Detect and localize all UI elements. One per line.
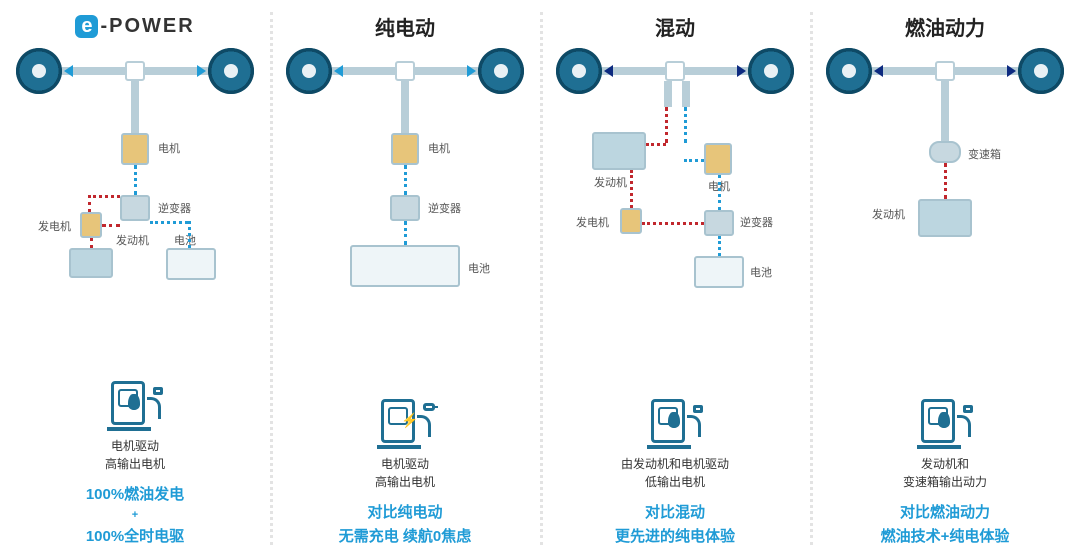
fuel-pump-icon: [647, 393, 703, 449]
lbl-batt: 电池: [174, 232, 196, 248]
motor-box: [121, 133, 149, 165]
diagram-epower: 电机 逆变器 发电机 发动机 电池: [16, 46, 254, 326]
lbl-gen: 发电机: [38, 218, 71, 234]
conn-b-i1: [188, 221, 191, 248]
col-ice: 燃油动力 变速箱 发动机 发动机和 变速箱输出动力 对比燃油动力 燃油技术+纯电…: [810, 0, 1080, 557]
diff-hub: [125, 61, 145, 81]
fuel-pump-icon: [107, 375, 163, 431]
epower-logo: e -POWER: [75, 15, 194, 38]
wheel-right: [208, 48, 254, 94]
conn-m-i: [134, 165, 137, 195]
col-bev: 纯电动 电机 逆变器 电池 ⚡ 电机驱动 高输出电机 对比纯电: [270, 0, 540, 557]
battery-box: [166, 248, 216, 280]
conn-g-i: [102, 224, 120, 227]
charger-icon: ⚡: [377, 393, 433, 449]
charge-bolt-icon: ⚡: [401, 412, 418, 429]
title-epower: e -POWER: [75, 12, 194, 40]
diagram-hev: 发动机 电机 发电机 逆变器 电池: [556, 46, 794, 326]
lbl-inv: 逆变器: [158, 200, 191, 216]
wheel-right: [1018, 48, 1064, 94]
motor-box: [704, 143, 732, 175]
slogan-hev: 对比混动 更先进的纯电体验: [615, 501, 735, 549]
conn-g-top: [88, 195, 120, 198]
wheel-left: [556, 48, 602, 94]
title-bev: 纯电动: [375, 12, 435, 40]
slogan-bev: 对比纯电动 无需充电 续航0焦虑: [339, 501, 472, 549]
inverter-box: [120, 195, 150, 221]
generator-box: [620, 208, 642, 234]
engine-box: [69, 248, 113, 278]
inverter-box: [390, 195, 420, 221]
desc-epower: 电机驱动 高输出电机: [105, 437, 165, 473]
battery-box: [350, 245, 460, 287]
generator-box: [80, 212, 102, 238]
slogan-ice: 对比燃油动力 燃油技术+纯电体验: [881, 501, 1010, 549]
engine-box: [592, 132, 646, 170]
conn-b-i2: [150, 221, 188, 224]
title-ice: 燃油动力: [905, 12, 985, 40]
lbl-eng: 发动机: [116, 232, 149, 248]
conn-e-g: [90, 238, 93, 248]
diagram-ice: 变速箱 发动机: [826, 46, 1064, 326]
powertrain-comparison: e -POWER 电机 逆变器 发电机 发动机: [0, 0, 1080, 557]
battery-box: [694, 256, 744, 288]
lbl-motor: 电机: [158, 140, 180, 156]
drive-shaft: [131, 81, 139, 133]
wheel-left: [286, 48, 332, 94]
wheel-right: [478, 48, 524, 94]
wheel-left: [826, 48, 872, 94]
fuel-drop-icon: [128, 394, 140, 410]
title-hev: 混动: [655, 12, 695, 40]
axle-arrow-right: [197, 65, 206, 77]
motor-box: [391, 133, 419, 165]
slogan-epower: 100%燃油发电 + 100%全时电驱: [86, 483, 184, 549]
axle-arrow-left: [64, 65, 73, 77]
fuel-pump-icon: [917, 393, 973, 449]
gearbox-box: [929, 141, 961, 163]
engine-box: [918, 199, 972, 237]
diagram-bev: 电机 逆变器 电池: [286, 46, 524, 326]
wheel-right: [748, 48, 794, 94]
col-epower: e -POWER 电机 逆变器 发电机 发动机: [0, 0, 270, 557]
wheel-left: [16, 48, 62, 94]
col-hev: 混动 发动机 电机 发电机: [540, 0, 810, 557]
inverter-box: [704, 210, 734, 236]
